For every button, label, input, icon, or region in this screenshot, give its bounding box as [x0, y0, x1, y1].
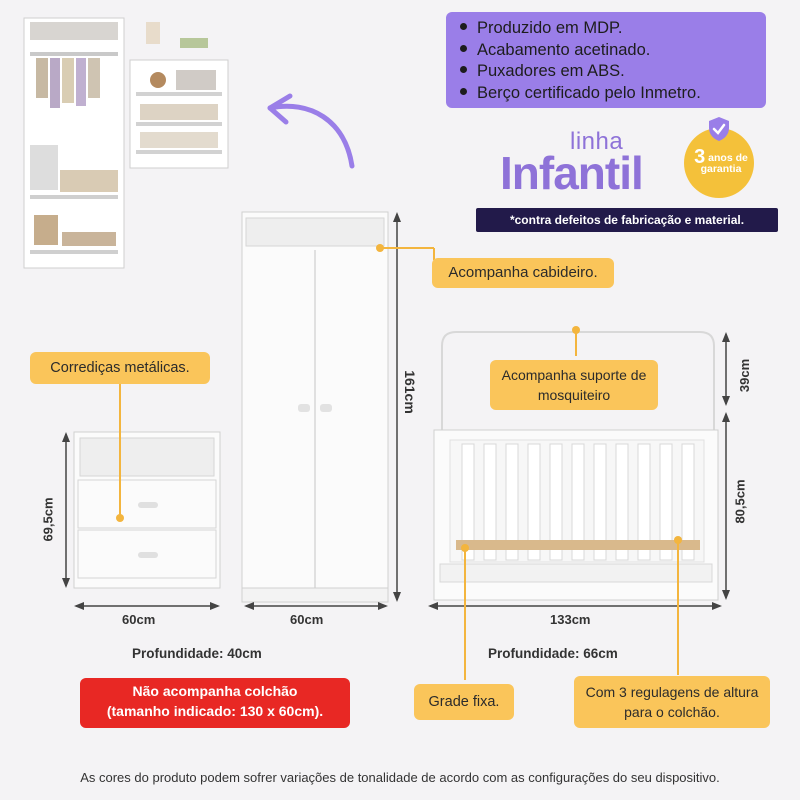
- callout-leaders: [116, 244, 682, 680]
- dim-wardrobe-height: 161cm: [401, 370, 418, 414]
- dim-crib-width: 133cm: [550, 612, 591, 627]
- bullet-icon: [460, 87, 467, 95]
- callout-corredicas: Corrediças metálicas.: [30, 352, 210, 384]
- bullet-icon: [460, 23, 467, 31]
- seal-line2: garantia: [700, 163, 742, 175]
- shield-check-icon: [709, 117, 729, 141]
- dimension-lines: [62, 212, 730, 610]
- mattress-notice: Não acompanha colchão (tamanho indicado:…: [80, 678, 350, 728]
- seal-line1: anos de: [708, 152, 748, 164]
- footer-disclaimer: As cores do produto podem sofrer variaçõ…: [80, 770, 720, 785]
- seal-number: 3: [694, 146, 706, 168]
- dim-dresser-height: 69,5cm: [40, 497, 56, 542]
- callout-mosquiteiro: Acompanha suporte de mosquiteiro: [490, 360, 658, 410]
- brand-linha: linha: [570, 128, 624, 155]
- features-list: Produzido em MDP. Acabamento acetinado. …: [446, 12, 766, 108]
- feature-item: Acabamento acetinado.: [460, 40, 756, 62]
- dim-crib-height: 80,5cm: [732, 479, 748, 524]
- feature-item: Berço certificado pelo Inmetro.: [460, 83, 756, 105]
- dim-dresser-depth: Profundidade: 40cm: [132, 646, 262, 661]
- pointer-arrow: [267, 103, 355, 169]
- crib-image: [433, 331, 719, 601]
- bullet-icon: [460, 66, 467, 74]
- mattress-notice-line2: (tamanho indicado: 130 x 60cm).: [106, 703, 324, 719]
- dim-crib-depth: Profundidade: 66cm: [488, 646, 618, 661]
- wardrobe-image: [241, 211, 389, 603]
- feature-item: Puxadores em ABS.: [460, 61, 756, 83]
- dim-dresser-width: 60cm: [122, 612, 156, 627]
- wardrobe-interior-image: [23, 17, 125, 269]
- dresser-image: [73, 431, 221, 589]
- brand-infantil: Infantil: [500, 147, 644, 199]
- dim-wardrobe-width: 60cm: [290, 612, 324, 627]
- feature-item: Produzido em MDP.: [460, 18, 756, 40]
- dim-crib-support-height: 39cm: [737, 358, 753, 393]
- shelf-interior-image: [129, 22, 229, 169]
- mattress-notice-line1: Não acompanha colchão: [132, 683, 298, 699]
- callout-cabideiro: Acompanha cabideiro.: [432, 258, 614, 288]
- seal-text: 3 anos de garantia: [686, 147, 756, 175]
- callout-grade-fixa: Grade fixa.: [414, 684, 514, 720]
- callout-regulagens: Com 3 regulagens de altura para o colchã…: [574, 676, 770, 728]
- bullet-icon: [460, 44, 467, 52]
- warranty-note: *contra defeitos de fabricação e materia…: [476, 208, 778, 232]
